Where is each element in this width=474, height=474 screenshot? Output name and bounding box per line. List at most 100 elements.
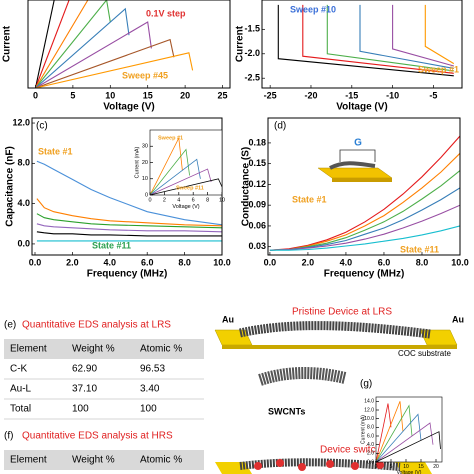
x-tick-label: -5 (429, 90, 437, 100)
table-label: (e) (4, 320, 16, 331)
series-line (35, 7, 130, 88)
annotation: 0.1V step (146, 8, 186, 18)
series-line (376, 431, 441, 462)
x-axis-label: Voltage (V) (336, 102, 387, 113)
y-axis-label: Current (mA) (134, 146, 140, 178)
y-tick-label: 12.0 (364, 407, 374, 413)
x-tick-label: 0.0 (264, 257, 277, 267)
table-cell: 100 (72, 404, 89, 415)
table-header-cell: Element (10, 455, 47, 466)
x-tick-label: 0 (148, 197, 151, 203)
x-tick-label: 6.0 (378, 257, 391, 267)
x-tick-label: 8.0 (178, 257, 191, 267)
hrs-device: Device switched to HRS (215, 445, 432, 474)
annotation: Sweep #45 (122, 70, 168, 80)
x-tick-label: -25 (264, 90, 277, 100)
plot-frame (27, 0, 231, 89)
x-tick-label: 2.0 (302, 257, 315, 267)
x-axis-label: Frequency (MHz) (87, 269, 168, 280)
x-tick-label: -20 (304, 90, 317, 100)
series-line (376, 413, 422, 462)
x-tick-label: 5 (390, 464, 393, 470)
series-line (269, 135, 460, 251)
table-cell: Au-L (10, 384, 32, 395)
annotation: Sweep #10 (290, 4, 336, 14)
series-line (424, 4, 455, 65)
series-line (150, 136, 183, 195)
table-header-cell: Weight % (72, 344, 115, 355)
y-tick-label: 0.0 (17, 238, 30, 248)
table-cell: 96.53 (140, 364, 165, 375)
x-tick-label: 10 (219, 197, 225, 203)
table-cell: C-K (10, 364, 28, 375)
y-tick-label: 0.06 (248, 220, 266, 230)
x-axis-label: Voltage (V) (172, 204, 199, 210)
panel-label: (d) (274, 121, 286, 132)
x-tick-label: 2 (163, 197, 166, 203)
series-line (35, 21, 152, 88)
y-tick-label: 0.0 (367, 459, 374, 465)
y-tick-label: 4.0 (367, 442, 374, 448)
series-line (36, 198, 222, 227)
x-tick-label: 6.0 (141, 257, 154, 267)
x-tick-label: 10 (403, 464, 409, 470)
y-tick-label: -2.5 (244, 73, 260, 83)
table-cell: 37.10 (72, 384, 97, 395)
au-left: Au (222, 314, 234, 324)
y-tick-label: -2.0 (244, 48, 260, 58)
substrate-label: COC substrate (398, 349, 451, 358)
y-axis-label: Current (mA) (360, 415, 366, 444)
x-tick-label: 20 (180, 90, 190, 100)
x-tick-label: 2.0 (66, 257, 79, 267)
table-header-cell: Element (10, 344, 47, 355)
x-tick-label: 10.0 (213, 257, 231, 267)
x-tick-label: -10 (386, 90, 399, 100)
table-header-cell: Weight % (72, 455, 115, 466)
y-tick-label: 0.15 (248, 158, 266, 168)
pristine-title: Pristine Device at LRS (292, 307, 392, 318)
annotation: State #1 (38, 146, 73, 156)
x-tick-label: 10 (105, 90, 115, 100)
series-line (150, 158, 201, 195)
series-line (376, 401, 404, 462)
series-line (36, 160, 222, 226)
x-tick-label: 4.0 (340, 257, 353, 267)
y-axis-label: Current (235, 25, 246, 62)
plot-frame (375, 396, 443, 463)
series-line (150, 168, 212, 195)
series-line (35, 0, 89, 88)
x-tick-label: 4.0 (104, 257, 117, 267)
y-axis-label: Capacitance (nF) (5, 146, 16, 227)
series-line (269, 225, 460, 251)
y-tick-label: 0.18 (248, 137, 266, 147)
series-line (34, 0, 55, 88)
series-line (376, 404, 413, 462)
g-label: G (354, 138, 362, 149)
annotation: Sweep #11 (176, 185, 204, 191)
series-line (302, 4, 454, 74)
x-tick-label: 4 (177, 197, 180, 203)
series-line (269, 170, 460, 251)
y-tick-label: 8.0 (17, 158, 30, 168)
swcnts-label: SWCNTs (268, 406, 305, 416)
table-header-bg (4, 450, 204, 470)
series-line (376, 403, 392, 462)
series-line (36, 213, 222, 229)
y-tick-label: 6.0 (367, 433, 374, 439)
series-line (269, 204, 460, 251)
series-line (326, 4, 454, 72)
annotation: State #1 (292, 194, 327, 204)
y-tick-label: -1.5 (244, 24, 260, 34)
y-axis-label: Current (2, 25, 13, 62)
table-cell: 62.90 (72, 364, 97, 375)
series-line (376, 422, 434, 462)
x-tick-label: 8 (206, 197, 209, 203)
y-tick-label: 14.0 (364, 399, 374, 405)
conductance-inset-diagram: G (317, 138, 393, 182)
annotation: Sweep #1 (158, 135, 183, 141)
y-tick-label: 0.09 (248, 200, 266, 210)
y-tick-label: 2.0 (367, 451, 374, 457)
table-cell: Total (10, 404, 31, 415)
plot-frame (267, 117, 461, 256)
